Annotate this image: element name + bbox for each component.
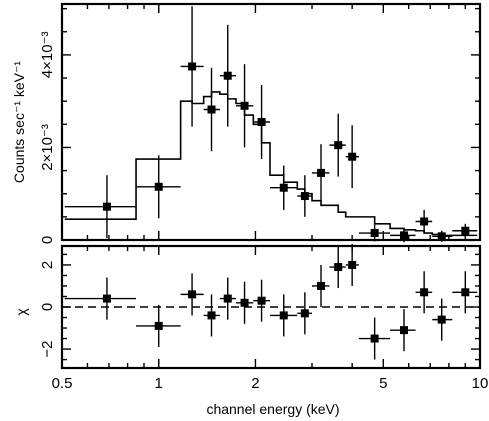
residual-point	[154, 321, 163, 330]
residual-point	[223, 294, 232, 303]
data-point	[279, 183, 288, 192]
residual-point	[370, 334, 379, 343]
data-point	[317, 168, 326, 177]
top-y-tick-label: 0	[39, 236, 56, 244]
residual-point	[300, 309, 309, 318]
data-point	[188, 62, 197, 71]
data-point	[370, 229, 379, 238]
data-point	[257, 118, 266, 126]
data-point	[102, 202, 111, 211]
x-tick-label: 5	[379, 375, 387, 392]
data-point	[399, 231, 408, 240]
top-y-tick-label: 2×10⁻³	[39, 124, 56, 171]
data-point	[240, 101, 249, 110]
x-tick-label: 10	[472, 375, 489, 392]
x-axis: 0.5 1 2 5 10	[52, 4, 489, 392]
data-point	[207, 105, 216, 114]
bottom-y-tick-label: 2	[39, 261, 56, 269]
residual-point	[317, 281, 326, 290]
residual-point	[257, 296, 266, 305]
residual-point	[461, 288, 470, 297]
residual-point	[399, 326, 408, 335]
data-point	[420, 217, 429, 226]
residual-point	[102, 294, 111, 303]
bottom-y-tick-label: 0	[39, 303, 56, 311]
data-point	[154, 182, 163, 191]
residual-point	[279, 311, 288, 320]
residual-point	[420, 288, 429, 297]
data-point	[223, 71, 232, 80]
data-point	[334, 141, 343, 150]
data-point	[300, 192, 309, 201]
residual-point	[437, 315, 446, 324]
residual-point	[188, 290, 197, 299]
residual-point	[334, 263, 343, 272]
top-y-axis-label: Counts sec⁻¹ keV⁻¹	[11, 61, 27, 183]
bottom-panel: −2 0 2	[39, 243, 482, 370]
residual-point	[207, 311, 216, 320]
x-tick-label: 2	[251, 375, 259, 392]
residual-point	[240, 298, 249, 307]
top-y-tick-label: 4×10⁻³	[39, 32, 56, 79]
bottom-y-tick-label: −2	[39, 341, 56, 358]
top-panel: 0 2×10⁻³ 4×10⁻³	[39, 2, 482, 244]
model-histogram	[64, 91, 478, 237]
residual-point	[348, 260, 357, 269]
data-point	[348, 152, 357, 161]
data-point	[461, 226, 470, 235]
x-tick-label: 0.5	[52, 375, 73, 392]
data-point	[437, 232, 446, 241]
x-tick-label: 1	[155, 375, 163, 392]
top-panel-frame	[60, 2, 482, 242]
bottom-y-axis-label: χ	[13, 308, 29, 316]
x-axis-label: channel energy (keV)	[206, 401, 339, 417]
